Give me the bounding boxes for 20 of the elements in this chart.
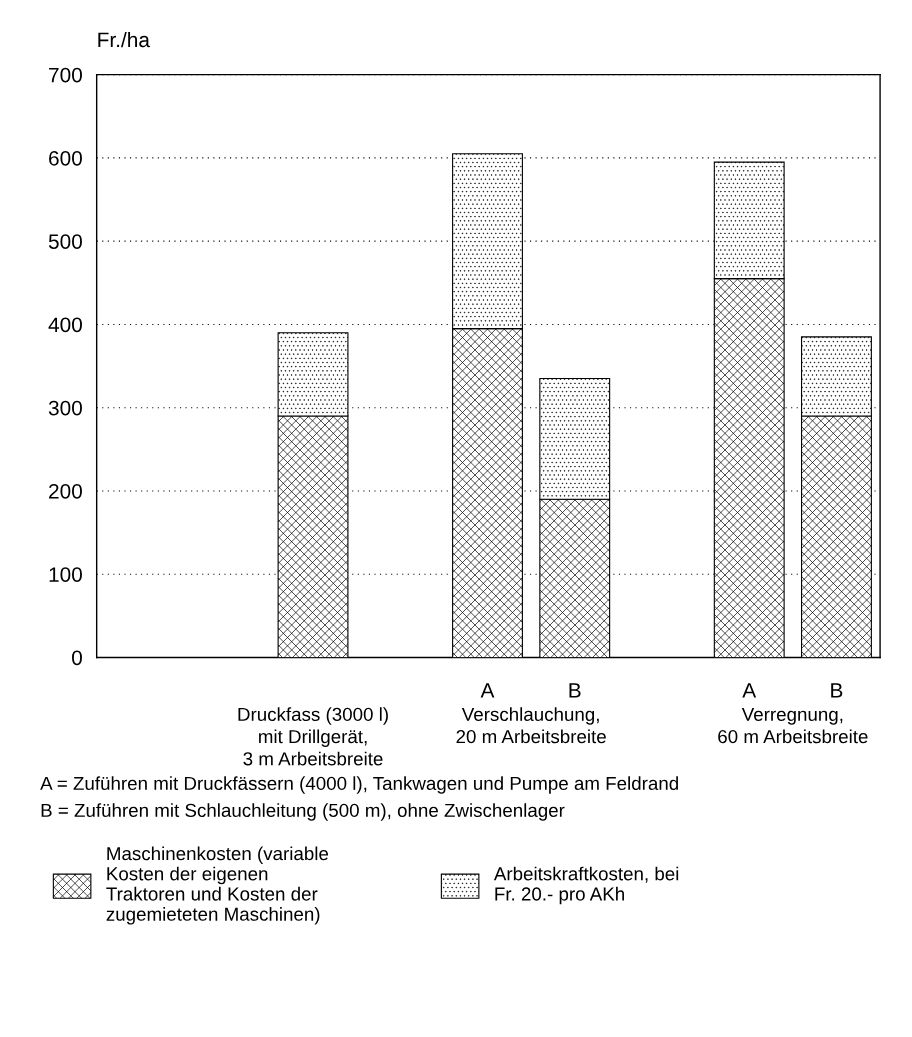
y-tick-label: 600 [49, 150, 82, 166]
legend-label: Arbeitskraftkosten, bei Fr. 20.- pro AKh [493, 866, 679, 905]
y-tick-label: 300 [48, 400, 82, 416]
y-tick-label: 100 [49, 567, 82, 582]
y-axis-title: Fr./ha [98, 31, 150, 48]
y-tick-label: 0 [72, 650, 82, 666]
y-tick-label: 200 [49, 483, 82, 499]
x-tick-label: B [569, 683, 581, 698]
text: A = Zuführen mit Druckfässern (4000 l), Tankwagen und Pumpe am Feldrand [40, 776, 678, 794]
x-tick-label: A [742, 683, 757, 698]
text: B = Zuführen mit Schlauchleitung (500 m), ohne Zwischenlager [41, 803, 565, 821]
x-tick-label: A [480, 683, 495, 698]
y-tick-label: 500 [48, 234, 82, 249]
text: Verregnung, 60 m Arbeitsbreite [718, 707, 868, 744]
text: Druckfass (3000 l) mit Drillgerät, 3 m Arbeitsbreite [238, 707, 388, 766]
y-tick-label: 400 [48, 317, 82, 333]
x-tick-label: B [831, 683, 843, 698]
legend-label: Maschinenkosten (variable Kosten der eigenen Traktoren und Kosten der zugemieteten Maschinen) [106, 846, 329, 925]
text: Verschlauchung, 20 m Arbeitsbreite [456, 707, 606, 744]
y-tick-label: 700 [49, 67, 82, 83]
